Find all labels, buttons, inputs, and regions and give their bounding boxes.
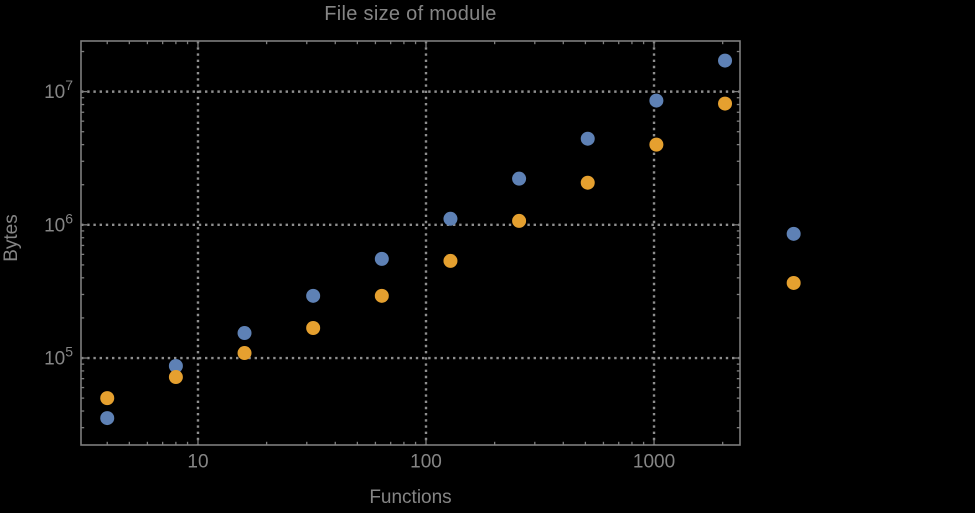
y-tick-label: 106 bbox=[44, 210, 73, 236]
data-point-orange bbox=[443, 253, 458, 268]
y-tick-label: 107 bbox=[44, 77, 73, 103]
data-point-blue bbox=[237, 326, 252, 341]
x-axis-label: Functions bbox=[369, 487, 452, 508]
data-point-orange bbox=[237, 346, 252, 361]
data-point-blue bbox=[512, 171, 527, 186]
data-point-blue bbox=[168, 359, 183, 374]
data-point-orange bbox=[718, 96, 733, 111]
data-point-blue bbox=[786, 226, 801, 241]
data-point-orange bbox=[580, 175, 595, 190]
data-point-orange bbox=[100, 391, 115, 406]
data-point-orange bbox=[786, 275, 801, 290]
data-point-blue bbox=[100, 411, 115, 426]
data-point-orange bbox=[512, 213, 527, 228]
data-point-orange bbox=[649, 137, 664, 152]
plot-frame bbox=[80, 40, 741, 446]
data-point-blue bbox=[306, 288, 321, 303]
x-tick-label: 10 bbox=[187, 452, 208, 473]
x-tick-label: 1000 bbox=[633, 452, 675, 473]
data-point-blue bbox=[718, 53, 733, 68]
data-point-orange bbox=[374, 288, 389, 303]
y-axis-label: Bytes bbox=[1, 214, 22, 262]
data-point-blue bbox=[649, 93, 664, 108]
chart-title: File size of module bbox=[324, 3, 497, 25]
y-tick-label: 105 bbox=[44, 344, 73, 370]
data-point-blue bbox=[374, 251, 389, 266]
data-point-blue bbox=[580, 131, 595, 146]
data-point-orange bbox=[306, 321, 321, 336]
x-tick-label: 100 bbox=[410, 452, 442, 473]
data-point-orange bbox=[168, 370, 183, 385]
data-point-blue bbox=[443, 211, 458, 226]
